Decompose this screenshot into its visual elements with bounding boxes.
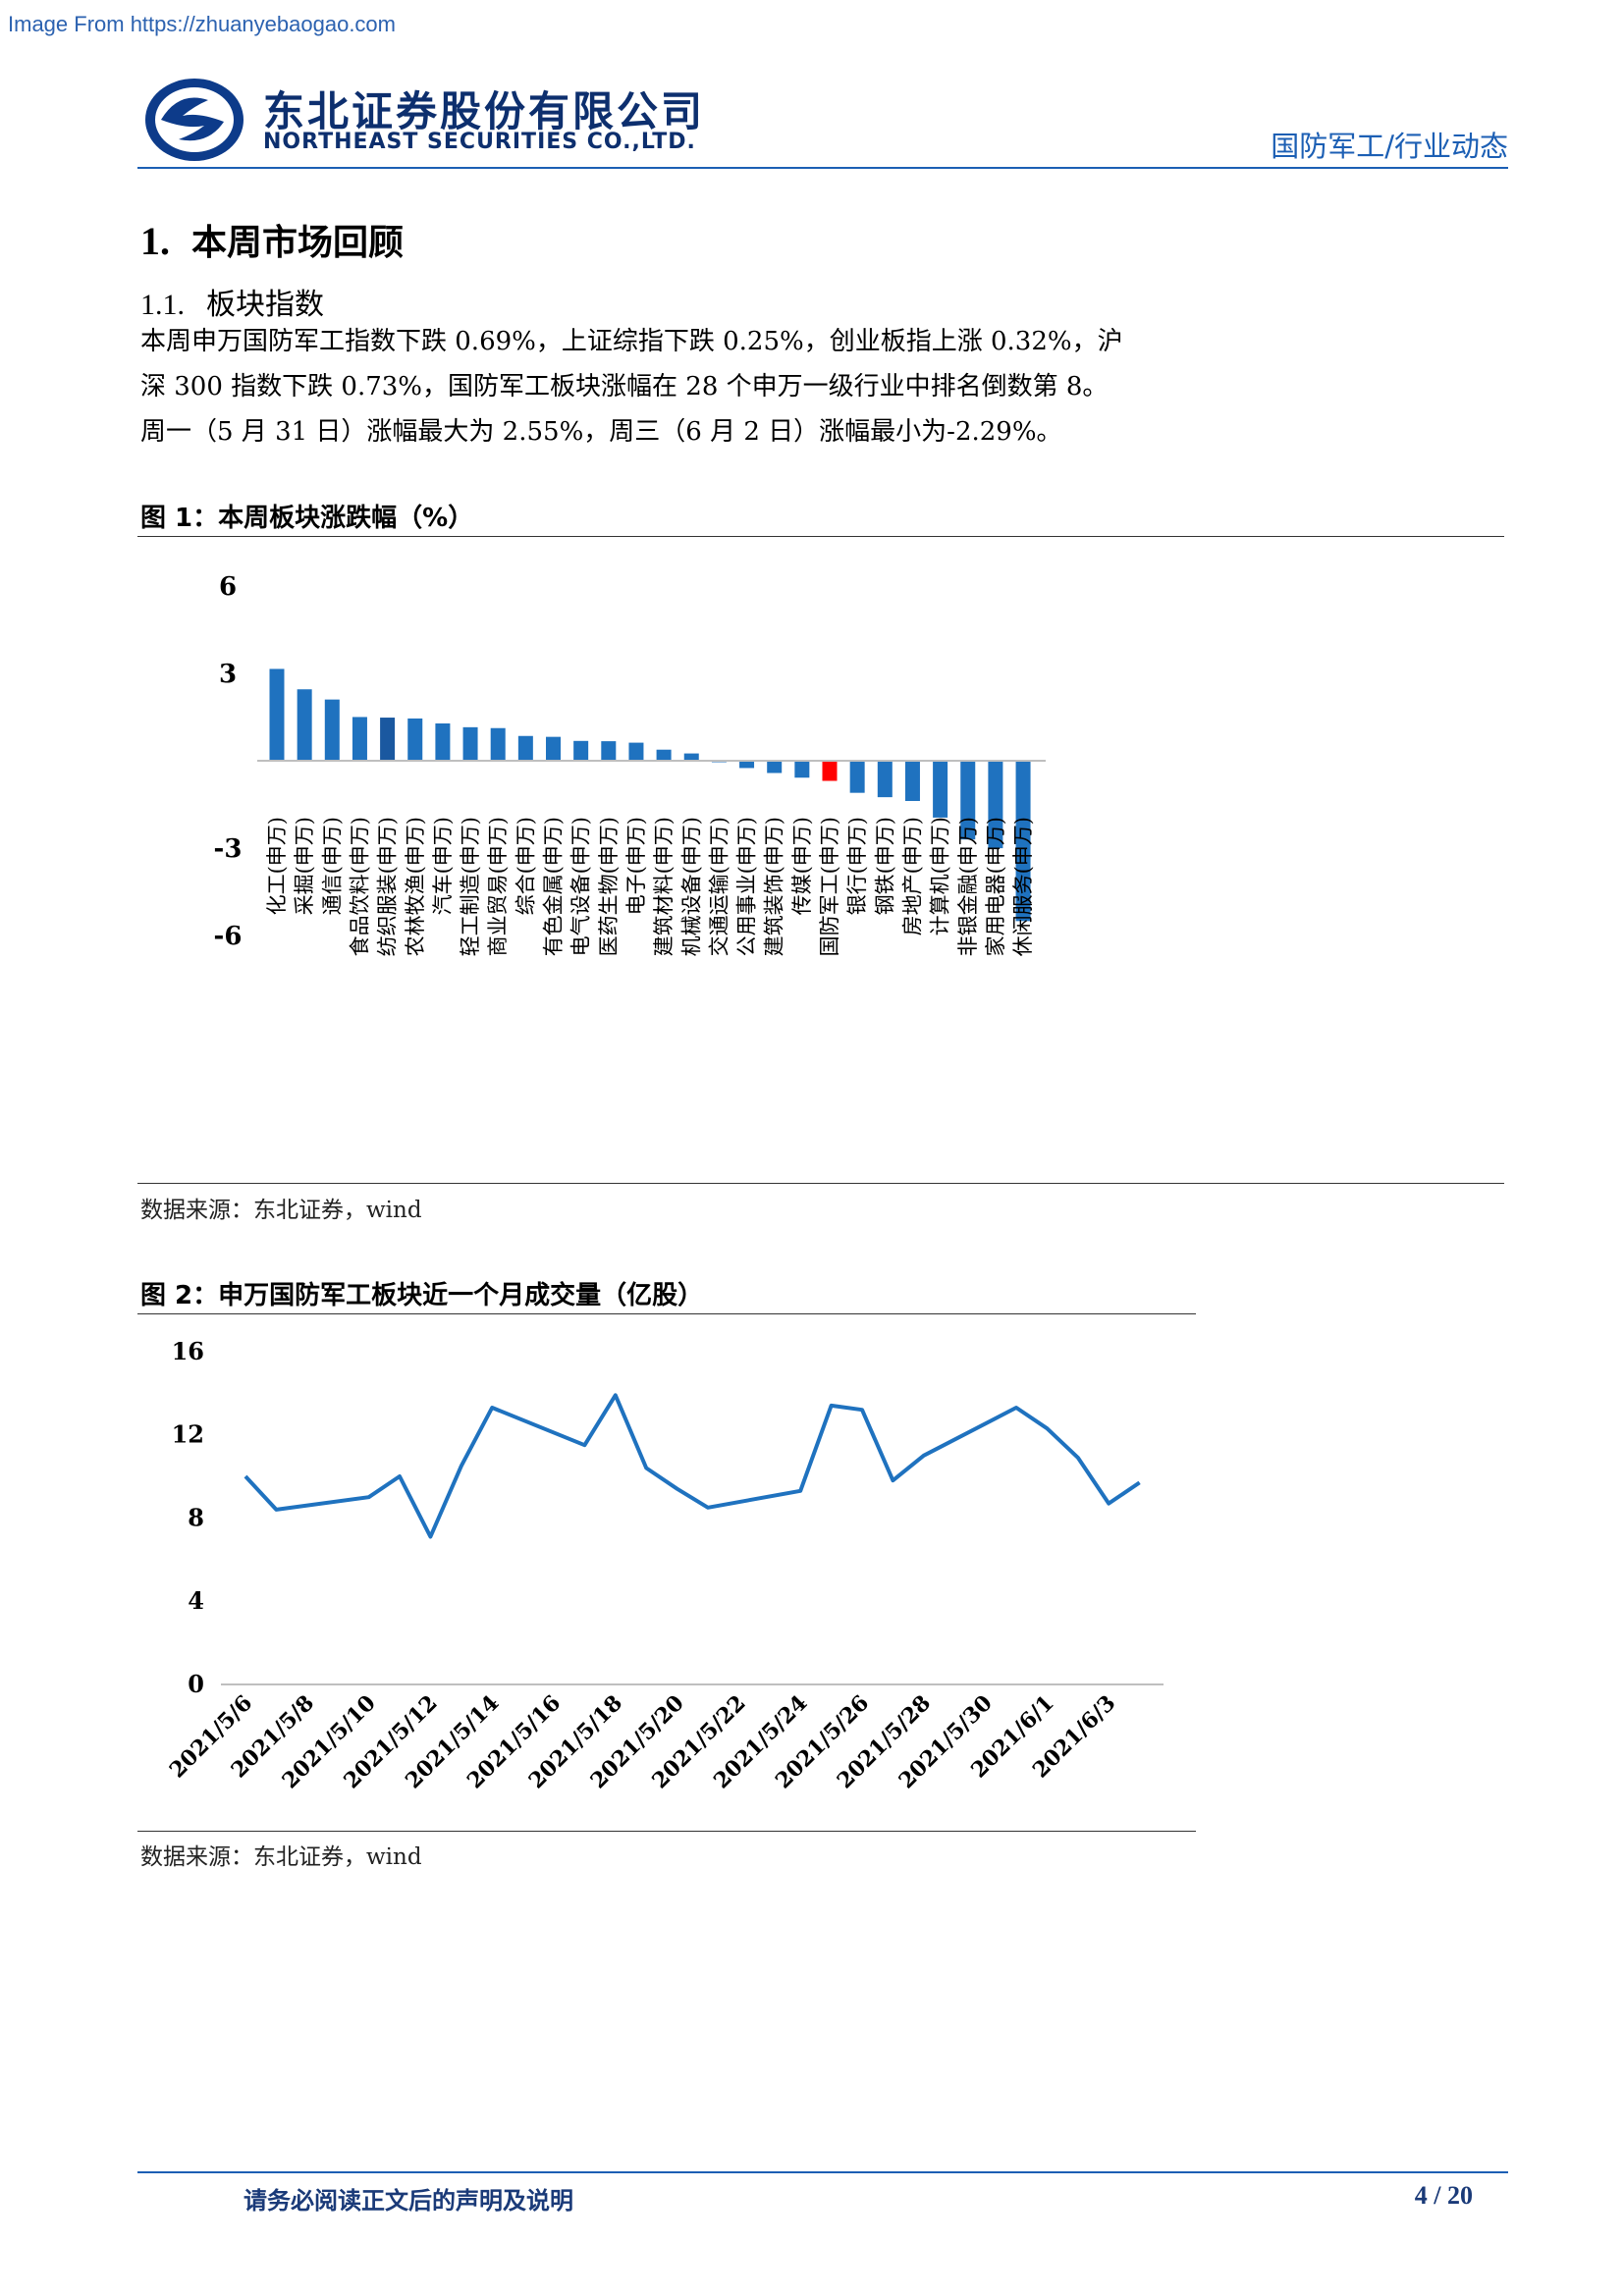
category-label: 电子(申万) <box>624 817 648 915</box>
bar <box>628 742 644 761</box>
bar <box>794 761 810 778</box>
bar-chart-svg: 6 3 -3 -6 化工(申万) 采掘(申万) 通信(申万) 食品饮料(申万) 纺织服装(申万)… <box>214 572 1046 956</box>
bar <box>849 761 865 793</box>
bar <box>904 761 920 801</box>
y-tick-label: 4 <box>188 1586 204 1615</box>
y-tick-label: 3 <box>219 660 237 689</box>
category-label: 机械设备(申万) <box>679 817 703 956</box>
category-label: 食品饮料(申万) <box>348 817 371 956</box>
bar <box>352 717 367 761</box>
category-label: 通信(申万) <box>320 817 344 915</box>
section-heading: 1. 本周市场回顾 <box>140 214 404 265</box>
category-label: 化工(申万) <box>265 817 289 915</box>
northeast-securities-logo <box>145 79 244 161</box>
figure1-top-rule <box>137 536 1504 537</box>
page-number: 4 / 20 <box>1414 2181 1473 2210</box>
y-tick-label: 6 <box>219 572 237 602</box>
footer-disclaimer: 请务必阅读正文后的声明及说明 <box>244 2187 573 2215</box>
volume-series-line <box>244 1393 1141 1539</box>
section-title: 本周市场回顾 <box>191 223 405 263</box>
bar <box>517 735 533 761</box>
figure2-top-rule <box>137 1313 1196 1314</box>
category-label: 轻工制造(申万) <box>459 817 482 956</box>
bar <box>933 761 948 818</box>
category-label: 纺织服装(申万) <box>376 817 400 956</box>
company-name-cn: 东北证券股份有限公司 <box>263 87 706 135</box>
category-label: 钢铁(申万) <box>873 817 896 915</box>
category-label: 国防军工(申万) <box>818 817 841 956</box>
category-label: 建筑材料(申万) <box>652 817 676 956</box>
category-label: 家用电器(申万) <box>984 817 1007 956</box>
subsection-number: 1.1. <box>140 289 185 321</box>
bar <box>601 741 617 761</box>
source-watermark: Image From https://zhuanyebaogao.com <box>8 12 396 36</box>
figure1-source: 数据来源：东北证券，wind <box>140 1198 422 1223</box>
bar <box>462 726 478 761</box>
category-label: 交通运输(申万) <box>707 817 731 956</box>
figure1-bottom-rule <box>137 1183 1504 1184</box>
bar <box>988 761 1003 849</box>
bar <box>490 727 506 761</box>
category-label: 休闲服务(申万) <box>1011 817 1035 956</box>
volume-line-chart: 16 12 8 4 0 2021/5/6 2021/5/8 2021/5/10 2021/5/1… <box>137 1325 1196 1826</box>
category-label: 公用事业(申万) <box>735 817 759 956</box>
category-label: 采掘(申万) <box>293 817 316 915</box>
figure1-title: 图 1：本周板块涨跌幅（%） <box>140 504 474 533</box>
category-label: 商业贸易(申万) <box>486 817 510 956</box>
bar <box>435 722 451 761</box>
category-label: 传媒(申万) <box>790 817 814 915</box>
category-label: 综合(申万) <box>514 817 537 915</box>
market-review-paragraph: 本周申万国防军工指数下跌 0.69%，上证综指下跌 0.25%，创业板指上涨 0… <box>140 319 1191 454</box>
paragraph-line: 本周申万国防军工指数下跌 0.69%，上证综指下跌 0.25%，创业板指上涨 0… <box>140 327 1123 356</box>
bar <box>1015 761 1031 922</box>
category-label: 电气设备(申万) <box>569 817 593 956</box>
header-divider <box>137 167 1508 169</box>
y-tick-label: -3 <box>214 834 243 864</box>
figure2-bottom-rule <box>137 1831 1196 1832</box>
figure2-source: 数据来源：东北证券，wind <box>140 1844 422 1870</box>
category-label: 非银金融(申万) <box>956 817 980 956</box>
section-number: 1. <box>140 219 170 263</box>
paragraph-line: 深 300 指数下跌 0.73%，国防军工板块涨幅在 28 个申万一级行业中排名… <box>140 372 1109 401</box>
bar <box>767 761 783 774</box>
category-label: 医药生物(申万) <box>597 817 621 956</box>
y-tick-label: 8 <box>188 1503 204 1531</box>
y-tick-label: 0 <box>188 1670 204 1698</box>
category-label: 建筑装饰(申万) <box>763 817 786 956</box>
category-label: 农林牧渔(申万) <box>404 817 427 956</box>
bar <box>324 699 340 761</box>
bar <box>546 736 561 761</box>
bar <box>822 761 838 781</box>
category-label: 汽车(申万) <box>431 817 455 915</box>
y-tick-label: -6 <box>214 922 243 951</box>
footer-divider <box>137 2171 1508 2173</box>
bar <box>739 761 755 769</box>
bar <box>573 740 589 761</box>
category-label: 有色金属(申万) <box>542 817 566 956</box>
category-label: 房地产(申万) <box>900 817 924 935</box>
line-chart-svg: 16128402021/5/62021/5/82021/5/102021/5/1… <box>165 1337 1164 1793</box>
category-label: 计算机(申万) <box>929 817 952 935</box>
bar <box>297 689 312 761</box>
figure2-title: 图 2：申万国防军工板块近一个月成交量（亿股） <box>140 1281 704 1310</box>
y-tick-label: 16 <box>172 1337 204 1365</box>
bar <box>407 718 423 761</box>
bar <box>269 668 285 761</box>
paragraph-line: 周一（5 月 31 日）涨幅最大为 2.55%，周三（6 月 2 日）涨幅最小为… <box>140 417 1062 447</box>
y-tick-label: 12 <box>172 1420 204 1449</box>
bar <box>960 761 976 840</box>
sector-change-bar-chart: 6 3 -3 -6 化工(申万) 采掘(申万) 通信(申万) 食品饮料(申万) 纺织服装(申万)… <box>137 550 1504 1178</box>
bar <box>877 761 893 798</box>
bar <box>380 718 396 761</box>
category-label: 银行(申万) <box>845 817 869 915</box>
company-name-en: NORTHEAST SECURITIES CO.,LTD. <box>263 130 696 154</box>
bar <box>683 753 699 761</box>
report-category: 国防军工/行业动态 <box>1271 130 1508 163</box>
bar <box>656 749 672 761</box>
subsection-title: 板块指数 <box>206 288 324 322</box>
subsection-heading: 1.1. 板块指数 <box>140 280 324 323</box>
